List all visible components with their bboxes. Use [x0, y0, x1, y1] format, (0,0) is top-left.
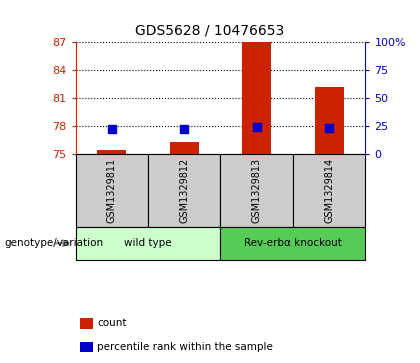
Text: percentile rank within the sample: percentile rank within the sample — [97, 342, 273, 352]
Text: GSM1329813: GSM1329813 — [252, 158, 262, 223]
Text: GSM1329812: GSM1329812 — [179, 158, 189, 223]
Bar — [242, 42, 271, 154]
Bar — [315, 87, 344, 154]
Text: genotype/variation: genotype/variation — [4, 238, 103, 248]
Text: GSM1329811: GSM1329811 — [107, 158, 117, 223]
Text: wild type: wild type — [124, 238, 172, 248]
Text: Rev-erbα knockout: Rev-erbα knockout — [244, 238, 342, 248]
Text: GSM1329814: GSM1329814 — [324, 158, 334, 223]
Text: GDS5628 / 10476653: GDS5628 / 10476653 — [135, 24, 285, 38]
Text: count: count — [97, 318, 127, 329]
Bar — [97, 150, 126, 154]
Point — [326, 125, 333, 130]
Point — [181, 126, 188, 132]
Bar — [170, 142, 199, 154]
Point — [253, 124, 260, 130]
Point — [108, 126, 115, 132]
